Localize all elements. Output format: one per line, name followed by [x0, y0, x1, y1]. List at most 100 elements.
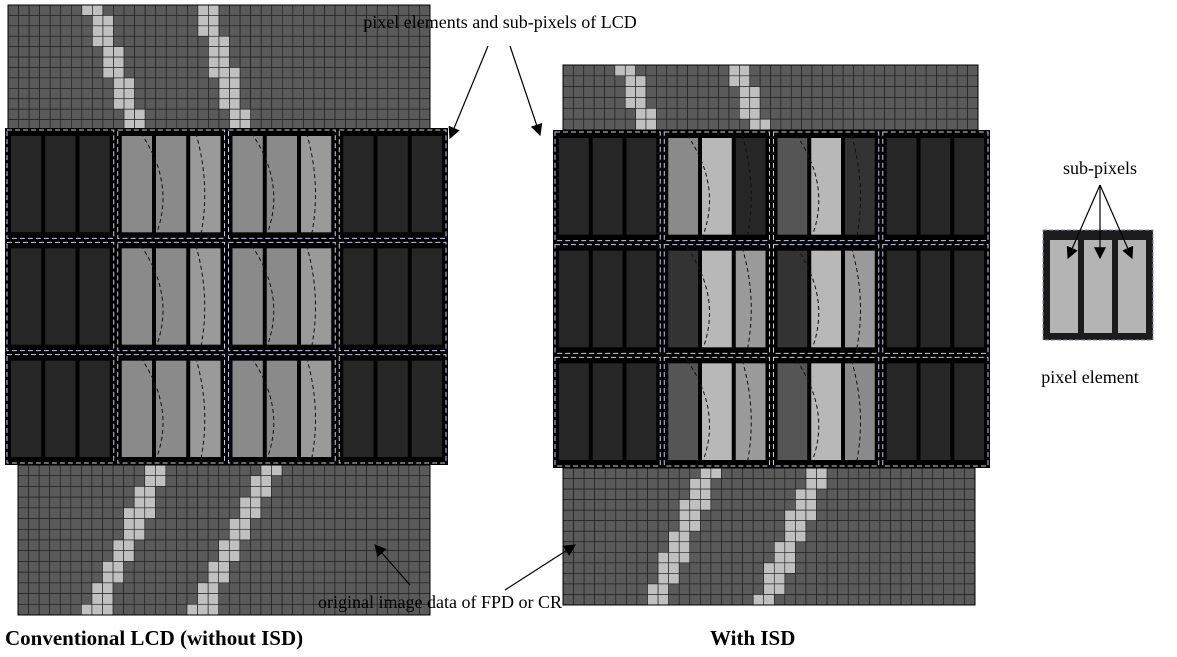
- sub-pixel: [45, 360, 76, 457]
- image-cell: [228, 550, 241, 562]
- image-cell: [763, 478, 775, 490]
- image-cell: [155, 46, 167, 58]
- image-cell: [102, 475, 114, 487]
- image-cell: [752, 509, 765, 521]
- image-cell: [281, 518, 293, 530]
- image-cell: [635, 64, 647, 77]
- image-cell: [71, 35, 83, 47]
- image-cell: [773, 488, 786, 500]
- image-cell: [879, 552, 891, 564]
- image-cell: [155, 108, 167, 120]
- image-cell: [900, 509, 912, 521]
- image-cell: [869, 562, 881, 574]
- image-cell: [187, 67, 199, 79]
- pixel-element-label: pixel element: [1041, 367, 1138, 387]
- image-cell: [657, 530, 669, 543]
- image-cell: [366, 46, 378, 58]
- image-cell: [260, 475, 272, 487]
- image-cell: [689, 562, 701, 574]
- image-cell: [260, 571, 272, 584]
- image-cell: [811, 75, 823, 87]
- image-cell: [17, 496, 29, 509]
- image-cell: [239, 98, 251, 110]
- image-cell: [313, 108, 325, 120]
- image-cell: [816, 467, 828, 479]
- image-cell: [710, 573, 722, 585]
- block-bg: [5, 128, 448, 465]
- image-cell: [71, 56, 83, 68]
- image-cell: [795, 573, 807, 585]
- image-cell: [689, 530, 701, 543]
- image-cell: [228, 464, 241, 477]
- image-cell: [594, 488, 606, 500]
- image-cell: [805, 594, 817, 606]
- image-cell: [956, 97, 968, 109]
- image-cell: [635, 75, 647, 87]
- image-cell: [345, 561, 357, 573]
- image-cell: [49, 46, 62, 58]
- image-cell: [636, 467, 648, 479]
- image-cell: [376, 507, 389, 519]
- image-cell: [645, 75, 657, 87]
- image-cell: [186, 496, 198, 509]
- image-cell: [39, 35, 51, 47]
- image-cell: [218, 88, 230, 100]
- image-cell: [562, 64, 574, 77]
- image-cell: [49, 88, 62, 100]
- image-cell: [822, 118, 834, 131]
- image-cell: [731, 573, 743, 585]
- image-cell: [943, 562, 955, 574]
- image-cell: [626, 530, 638, 543]
- image-cell: [721, 499, 733, 511]
- image-cell: [134, 25, 146, 37]
- image-cell: [742, 541, 754, 553]
- image-cell: [228, 507, 241, 519]
- image-cell: [176, 98, 188, 110]
- image-cell: [419, 496, 431, 509]
- image-cell: [165, 603, 177, 616]
- image-cell: [763, 530, 775, 543]
- image-cell: [869, 520, 881, 532]
- image-cell: [858, 583, 870, 595]
- image-cell: [710, 562, 722, 574]
- image-cell: [847, 541, 860, 553]
- element-border: [554, 131, 661, 242]
- image-cell: [187, 56, 199, 68]
- image-cell: [366, 475, 378, 487]
- sub-pixel: [777, 250, 808, 348]
- image-cell: [936, 118, 948, 131]
- image-cell: [900, 562, 912, 574]
- image-cell: [144, 35, 156, 47]
- image-cell: [657, 520, 669, 532]
- image-cell: [176, 56, 188, 68]
- image-cell: [731, 562, 743, 574]
- image-cell: [408, 98, 420, 110]
- image-cell: [936, 97, 948, 109]
- image-cell: [197, 603, 209, 616]
- image-cell: [292, 561, 304, 573]
- image-cell: [81, 15, 93, 27]
- image-cell: [7, 56, 19, 68]
- image-cell: [355, 88, 367, 100]
- image-cell: [281, 108, 294, 120]
- image-cell: [822, 108, 834, 120]
- image-cell: [334, 46, 346, 58]
- dashed-curve: [251, 245, 316, 348]
- image-cell: [260, 15, 273, 27]
- image-cell: [853, 108, 865, 120]
- image-cell: [890, 594, 902, 606]
- image-cell: [573, 108, 585, 120]
- image-cell: [197, 108, 209, 120]
- sub-pixel: [121, 248, 152, 345]
- image-cell: [583, 86, 595, 98]
- image-cell: [260, 486, 272, 498]
- image-cell: [573, 118, 585, 131]
- sub-pixel: [668, 138, 698, 235]
- image-cell: [387, 518, 399, 530]
- image-cell: [832, 118, 844, 131]
- image-cell: [28, 98, 40, 110]
- image-cell: [858, 488, 870, 500]
- image-cell: [398, 56, 410, 68]
- image-cell: [176, 539, 188, 552]
- image-cell: [604, 478, 617, 490]
